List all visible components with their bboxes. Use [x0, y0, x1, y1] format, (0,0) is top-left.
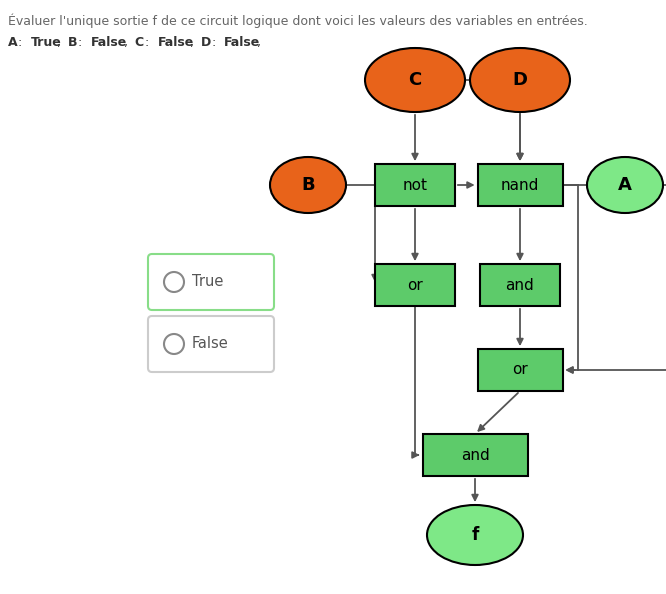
Text: ,: , [57, 36, 65, 49]
Text: A: A [8, 36, 17, 49]
Text: C: C [408, 71, 422, 89]
FancyBboxPatch shape [375, 264, 455, 306]
Text: False: False [91, 36, 127, 49]
Text: Évaluer l'unique sortie f de ce circuit logique dont voici les valeurs des varia: Évaluer l'unique sortie f de ce circuit … [8, 14, 588, 29]
Text: ,: , [256, 36, 260, 49]
Ellipse shape [587, 157, 663, 213]
Text: :: : [75, 36, 87, 49]
Text: False: False [224, 36, 260, 49]
Text: or: or [512, 362, 528, 378]
Circle shape [164, 334, 184, 354]
Text: True: True [31, 36, 62, 49]
Text: and: and [505, 277, 534, 292]
Text: not: not [402, 178, 428, 192]
Text: True: True [192, 274, 223, 289]
Ellipse shape [365, 48, 465, 112]
Text: or: or [407, 277, 423, 292]
Text: and: and [461, 447, 490, 463]
Text: A: A [618, 176, 632, 194]
Text: C: C [135, 36, 144, 49]
Text: D: D [201, 36, 211, 49]
FancyBboxPatch shape [148, 316, 274, 372]
Ellipse shape [270, 157, 346, 213]
FancyBboxPatch shape [148, 254, 274, 310]
FancyBboxPatch shape [375, 164, 455, 206]
Ellipse shape [427, 505, 523, 565]
Text: D: D [513, 71, 527, 89]
Text: B: B [68, 36, 77, 49]
FancyBboxPatch shape [480, 264, 560, 306]
FancyBboxPatch shape [478, 349, 563, 391]
Text: nand: nand [501, 178, 539, 192]
Text: ,: , [190, 36, 198, 49]
Text: :: : [15, 36, 27, 49]
Text: f: f [472, 526, 479, 544]
Text: :: : [141, 36, 153, 49]
Text: B: B [301, 176, 315, 194]
Ellipse shape [470, 48, 570, 112]
FancyBboxPatch shape [478, 164, 563, 206]
Text: ,: , [123, 36, 131, 49]
Text: False: False [157, 36, 194, 49]
Text: False: False [192, 336, 228, 352]
FancyBboxPatch shape [422, 434, 527, 476]
Circle shape [164, 272, 184, 292]
Text: :: : [208, 36, 220, 49]
